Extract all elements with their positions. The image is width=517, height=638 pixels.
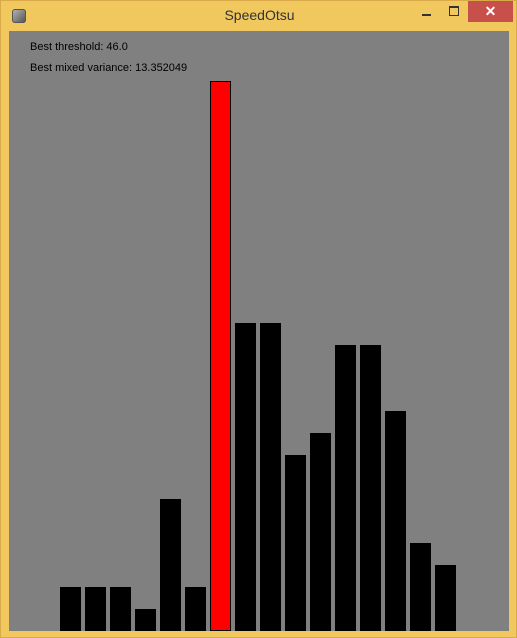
histogram-bar (185, 587, 206, 631)
histogram-bar (360, 345, 381, 631)
histogram-bar (310, 433, 331, 631)
maximize-icon (448, 5, 459, 16)
best-mixed-variance-label: Best mixed variance: 13.352049 (30, 62, 188, 74)
title-bar[interactable]: SpeedOtsu ✕ (1, 1, 516, 31)
histogram-bar (160, 499, 181, 631)
histogram-bar (285, 455, 306, 631)
minimize-button[interactable] (413, 1, 440, 22)
histogram-bar (260, 323, 281, 631)
window-title: SpeedOtsu (224, 7, 295, 23)
histogram-bar (410, 543, 431, 631)
histogram-bar (435, 565, 456, 631)
histogram-bar (235, 323, 256, 631)
close-button[interactable]: ✕ (468, 1, 513, 22)
histogram-bar (85, 587, 106, 631)
app-icon (12, 9, 26, 23)
minimize-icon (422, 13, 431, 16)
close-icon: ✕ (484, 3, 497, 19)
histogram-bar (385, 411, 406, 631)
histogram-bar (335, 345, 356, 631)
histogram-bar (110, 587, 131, 631)
best-threshold-label: Best threshold: 46.0 (30, 41, 128, 53)
histogram-bar (135, 609, 156, 631)
threshold-bar (210, 81, 231, 631)
histogram-canvas: Best threshold: 46.0 Best mixed variance… (9, 31, 509, 631)
histogram-bar (60, 587, 81, 631)
maximize-button[interactable] (440, 1, 467, 22)
